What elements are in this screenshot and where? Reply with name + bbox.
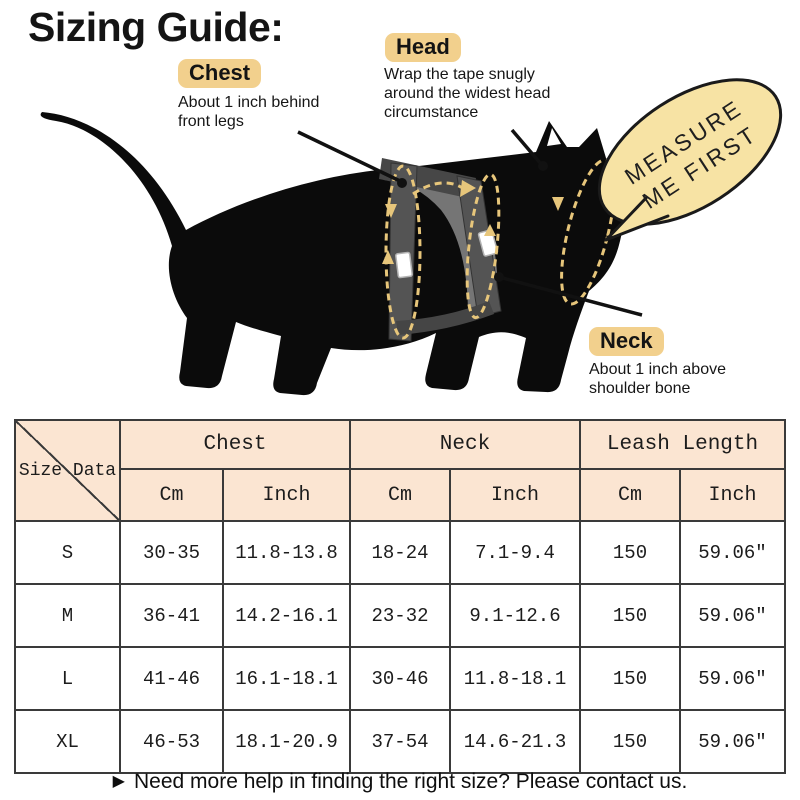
- chest-label-chip: Chest: [178, 59, 262, 88]
- chest-description: About 1 inch behind front legs: [178, 94, 320, 131]
- arrow-down-icon: [552, 197, 564, 211]
- buckle-icons: [395, 229, 499, 279]
- unit-header-chest-cm: Cm: [119, 468, 224, 522]
- chest-cm-value: 36-41: [119, 583, 224, 648]
- footer-bullet-icon: ▶: [112, 773, 125, 790]
- unit-header-chest-inch: Inch: [222, 468, 351, 522]
- unit-header-neck-inch: Inch: [449, 468, 581, 522]
- column-group-leash-length: Leash Length: [579, 419, 786, 470]
- chest-cm-value: 41-46: [119, 646, 224, 711]
- footer-text: Need more help in finding the right size…: [133, 770, 688, 793]
- cat-silhouette: [40, 112, 624, 396]
- buckle-icon: [395, 251, 413, 279]
- neck-inch-value: 11.8-18.1: [449, 646, 581, 711]
- arrow-down-icon: [385, 204, 397, 218]
- harness: [379, 158, 502, 342]
- neck-description: About 1 inch above shoulder bone: [589, 361, 726, 398]
- size-label: S: [14, 520, 121, 585]
- chest-inch-value: 16.1-18.1: [222, 646, 351, 711]
- table-row-s: S 30-35 11.8-13.8 18-24 7.1-9.4 150 59.0…: [14, 520, 786, 585]
- leash-inch-value: 59.06″: [679, 709, 786, 774]
- neck-cm-value: 37-54: [349, 709, 451, 774]
- annotation-pointers: [297, 128, 643, 317]
- chest-pointer-line: [297, 130, 401, 183]
- neck-inch-value: 7.1-9.4: [449, 520, 581, 585]
- leash-cm-value: 150: [579, 646, 681, 711]
- neck-cm-value: 18-24: [349, 520, 451, 585]
- leash-cm-value: 150: [579, 709, 681, 774]
- table-row-l: L 41-46 16.1-18.1 30-46 11.8-18.1 150 59…: [14, 646, 786, 711]
- neck-pointer-line: [498, 275, 643, 317]
- measurement-arrows: [382, 180, 564, 264]
- size-label: XL: [14, 709, 121, 774]
- table-row-m: M 36-41 14.2-16.1 23-32 9.1-12.6 150 59.…: [14, 583, 786, 648]
- chest-measure-loop: [384, 164, 422, 340]
- unit-header-leash-cm: Cm: [579, 468, 681, 522]
- chest-cm-value: 46-53: [119, 709, 224, 774]
- size-label: M: [14, 583, 121, 648]
- leash-cm-value: 150: [579, 520, 681, 585]
- buckle-icon: [477, 229, 499, 257]
- head-description: Wrap the tape snugly around the widest h…: [384, 66, 551, 122]
- neck-cm-value: 30-46: [349, 646, 451, 711]
- head-pointer-line: [510, 128, 543, 166]
- size-chart-table: Size Data Chest Neck Leash Length Cm Inc…: [14, 419, 786, 774]
- leash-cm-value: 150: [579, 583, 681, 648]
- footer-note: ▶ Need more help in finding the right siz…: [0, 770, 800, 794]
- unit-header-leash-inch: Inch: [679, 468, 786, 522]
- pointer-dots: [397, 161, 548, 282]
- arrow-up-icon: [484, 224, 496, 236]
- speech-bubble-tail: [604, 196, 670, 242]
- column-group-chest: Chest: [119, 419, 351, 470]
- size-label: L: [14, 646, 121, 711]
- cat-measurement-illustration: MEASURE ME FIRST: [40, 78, 783, 396]
- cat-ear-inner: [547, 128, 561, 146]
- column-group-neck: Neck: [349, 419, 581, 470]
- table-corner-cell: Size Data: [14, 419, 121, 522]
- arrow-up-icon: [382, 250, 394, 264]
- table-row-xl: XL 46-53 18.1-20.9 37-54 14.6-21.3 150 5…: [14, 709, 786, 774]
- leash-inch-value: 59.06″: [679, 583, 786, 648]
- chest-inch-value: 14.2-16.1: [222, 583, 351, 648]
- leash-inch-value: 59.06″: [679, 520, 786, 585]
- neck-label-chip: Neck: [589, 327, 664, 356]
- chest-inch-value: 18.1-20.9: [222, 709, 351, 774]
- unit-header-neck-cm: Cm: [349, 468, 451, 522]
- leash-inch-value: 59.06″: [679, 646, 786, 711]
- harness-neck-strap: [456, 175, 502, 318]
- chest-inch-value: 11.8-13.8: [222, 520, 351, 585]
- neck-inch-value: 9.1-12.6: [449, 583, 581, 648]
- harness-chest-strap: [388, 162, 418, 342]
- neck-cm-value: 23-32: [349, 583, 451, 648]
- page-title: Sizing Guide:: [28, 4, 284, 50]
- arrow-right-icon: [460, 180, 476, 197]
- neck-inch-value: 14.6-21.3: [449, 709, 581, 774]
- chest-cm-value: 30-35: [119, 520, 224, 585]
- neck-measure-loop: [465, 172, 501, 320]
- head-label-chip: Head: [385, 33, 461, 62]
